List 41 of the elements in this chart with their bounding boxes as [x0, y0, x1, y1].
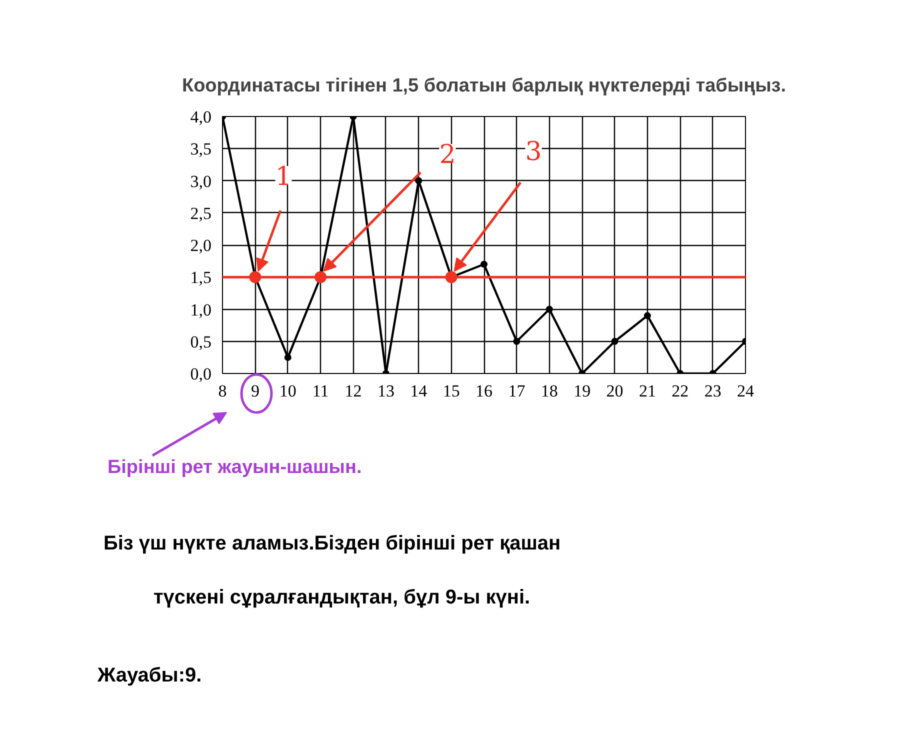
x-tick-label: 12: [344, 382, 362, 400]
y-tick-label: 3,5: [190, 140, 212, 159]
x-tick-label: 13: [377, 382, 394, 400]
y-tick-label: 2,0: [190, 236, 212, 255]
x-tick-label: 24: [737, 382, 754, 400]
x-tick-label: 20: [606, 382, 624, 400]
x-tick-label: 16: [476, 382, 492, 400]
point: [284, 354, 292, 361]
point: [480, 260, 488, 268]
text: түскені сұралғандықтан, бұл 9-ы күні.: [154, 586, 530, 608]
y-tick-label: 1,0: [190, 300, 212, 320]
x-tick-label: 8: [218, 382, 227, 400]
point: [513, 338, 520, 345]
x-tick-label: 21: [638, 382, 656, 400]
point: [644, 312, 651, 320]
x-tick-label: 9: [250, 382, 260, 400]
annotation: 3: [525, 137, 542, 167]
x-tick-label: 22: [672, 382, 689, 400]
y-tick-label: 0,5: [190, 332, 212, 352]
x-tick-label: 17: [508, 382, 526, 400]
text: Бірінші рет жауын-шашын.: [108, 457, 362, 478]
text: Біз үш нүкте аламыз.Бізден бірінші рет қашан: [104, 532, 561, 554]
text: Жауабы:9.: [96, 664, 202, 686]
x-tick-label: 19: [574, 382, 591, 400]
y-tick-label: 4,0: [190, 108, 212, 126]
x-tick-label: 10: [279, 382, 296, 400]
y-tick-label: 1,5: [190, 268, 212, 288]
point: [415, 177, 422, 184]
x-tick-label: 15: [442, 382, 460, 400]
x-tick-label: 18: [540, 382, 558, 400]
y-tick-label: 0,0: [190, 364, 212, 384]
x-tick-label: 14: [410, 382, 428, 400]
annotation: 2: [439, 140, 456, 170]
x-tick-label: 11: [312, 382, 329, 400]
y-tick-label: 2,5: [190, 204, 212, 223]
point: [546, 306, 553, 313]
x-tick-label: 23: [704, 382, 722, 400]
chart-title: Координатасы тігінен 1,5 болатын барлық нүктелерді табыңыз.: [182, 76, 786, 96]
point: [611, 338, 618, 345]
y-tick-label: 3,0: [190, 172, 212, 191]
annotation: 1: [275, 162, 292, 192]
